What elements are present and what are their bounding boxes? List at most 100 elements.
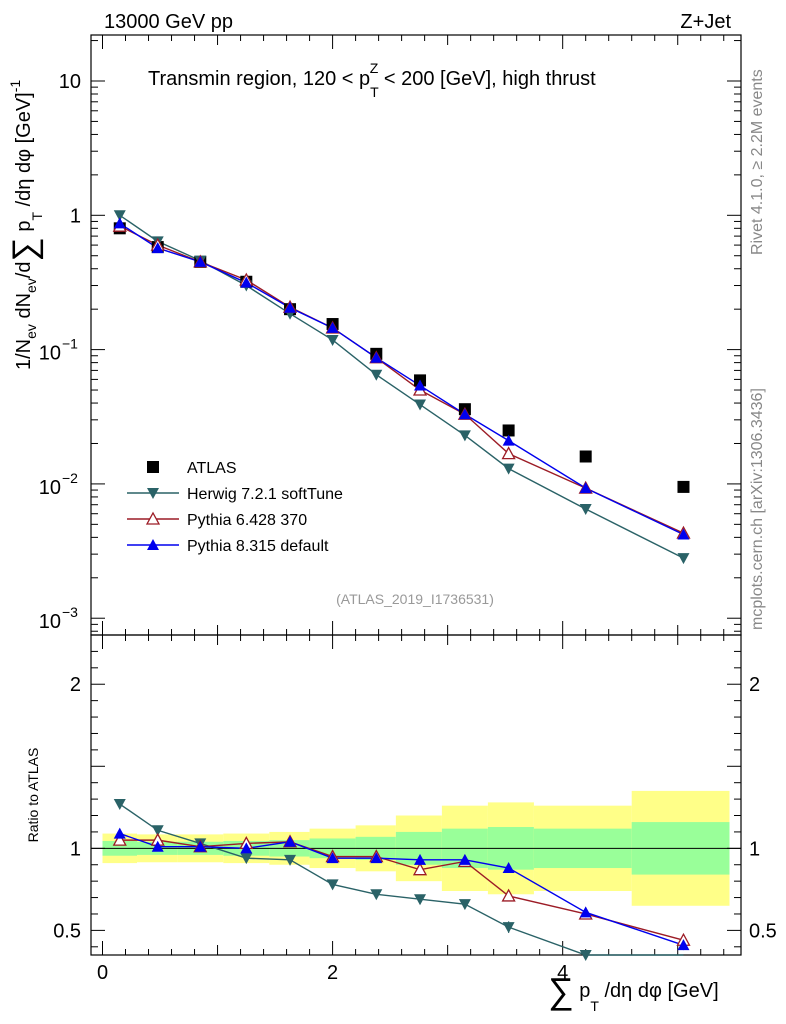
ylabel-e-sup: -1 — [7, 80, 23, 93]
legend-marker-3 — [147, 539, 159, 550]
xlabel-b: /dη dφ [GeV] — [599, 980, 719, 1002]
ratio-point-2-1 — [151, 840, 164, 852]
ratio-point-0-1 — [151, 825, 164, 837]
main-ytick-exp: −2 — [62, 470, 78, 486]
ratio-point-2-10 — [579, 906, 592, 918]
xtick-label: 4 — [557, 962, 568, 984]
ratio-point-2-7 — [414, 853, 427, 865]
x-axis-label: ∑ pT /dη dφ [GeV] — [548, 970, 719, 1014]
ratio-line-2 — [119, 832, 684, 946]
ratio-point-0-7 — [414, 894, 427, 906]
analysis-watermark: (ATLAS_2019_I1736531) — [336, 591, 494, 607]
legend-marker-2 — [145, 511, 161, 525]
main-point-3-4 — [284, 301, 297, 313]
main-point-1-6 — [370, 369, 383, 381]
main-ytick-label: 10 — [39, 477, 61, 499]
ratio-ytick-label: 0.5 — [53, 920, 81, 942]
ratio-line-1 — [119, 839, 684, 941]
ylabel-d: p — [13, 221, 35, 238]
main-point-3-8 — [458, 408, 471, 420]
title-pre: Transmin region, 120 < p — [148, 68, 370, 90]
legend-marker-0 — [147, 461, 159, 473]
ratio-point-1-9 — [501, 888, 516, 902]
ratio-line-0 — [119, 803, 684, 956]
main-point-3-10 — [579, 482, 592, 494]
ratio-ytick-label: 1 — [70, 838, 81, 860]
main-point-0-11 — [677, 480, 690, 493]
main-title: Transmin region, 120 < pTZ < 200 [GeV], … — [148, 60, 596, 100]
xtick-label: 0 — [97, 962, 108, 984]
ratio-point-2-9 — [502, 862, 515, 874]
xlabel-a-sub: T — [590, 998, 599, 1014]
ratio-point-0-3 — [240, 853, 253, 865]
main-point-1-7 — [414, 399, 427, 411]
ratio-series-layer — [112, 799, 691, 961]
legend-marker-1 — [147, 488, 159, 499]
main-point-3-11 — [677, 528, 690, 540]
header-right: Z+Jet — [680, 11, 731, 33]
main-point-1-9 — [502, 463, 515, 475]
mcplots-label: mcplots.cern.ch [arXiv:1306.3436] — [749, 388, 766, 630]
ylabel-c: /d — [13, 261, 35, 278]
main-point-3-5 — [326, 321, 339, 333]
ratio-point-2-2 — [194, 840, 207, 852]
title-post: < 200 [GeV], high thrust — [378, 68, 596, 90]
ylabel-b: dN — [13, 293, 35, 324]
ratio-point-0-9 — [502, 922, 515, 934]
main-point-1-5 — [326, 334, 339, 346]
main-point-1-0 — [113, 210, 126, 222]
main-point-0-10 — [579, 450, 592, 463]
main-ytick-label: 10 — [39, 343, 61, 365]
main-point-2-9 — [501, 446, 516, 460]
ylabel-b-sub: ev — [23, 278, 39, 293]
ratio-point-0-6 — [370, 889, 383, 901]
ratio-point-2-8 — [458, 853, 471, 865]
ratio-ytick-label-right: 1 — [749, 838, 760, 860]
legend-label-3: Pythia 8.315 default — [187, 538, 329, 555]
ylabel-e: /dη dφ [GeV] — [13, 92, 35, 212]
main-ytick-label: 10 — [59, 71, 81, 93]
main-series-layer — [112, 210, 691, 565]
main-point-3-9 — [502, 434, 515, 446]
title-sub: T — [370, 84, 379, 100]
xtick-label: 2 — [327, 962, 338, 984]
xlabel-a: p — [574, 980, 591, 1002]
ratio-frame — [90, 634, 742, 956]
ratio-point-1-0 — [112, 832, 127, 846]
ratio-point-0-10 — [579, 950, 592, 961]
title-sup: Z — [370, 60, 379, 76]
main-point-0-9 — [502, 424, 515, 437]
ylabel-d-sub: T — [29, 212, 45, 221]
main-ytick-label: 1 — [70, 205, 81, 227]
ratio-ytick-label-right: 2 — [749, 674, 760, 696]
legend: ATLAS Herwig 7.2.1 softTune Pythia 6.428 3… — [127, 460, 343, 555]
main-point-1-10 — [579, 504, 592, 516]
main-point-3-7 — [414, 379, 427, 391]
main-ytick-label: 10 — [39, 611, 61, 633]
main-point-1-11 — [677, 553, 690, 565]
main-line-3 — [119, 222, 684, 536]
ratio-point-2-4 — [284, 835, 297, 847]
main-point-3-3 — [240, 276, 253, 288]
ratio-ytick-label: 2 — [70, 674, 81, 696]
ratio-point-2-3 — [240, 842, 253, 854]
ratio-point-0-4 — [284, 854, 297, 866]
rivet-label: Rivet 4.1.0, ≥ 2.2M events — [749, 69, 766, 255]
xlabel-sum: ∑ — [548, 970, 574, 1011]
legend-label-1: Herwig 7.2.1 softTune — [187, 486, 343, 503]
main-point-3-0 — [113, 217, 126, 229]
main-point-3-6 — [370, 351, 383, 363]
main-line-1 — [119, 214, 684, 559]
ylabel-sum: ∑ — [6, 237, 44, 261]
ratio-point-2-6 — [370, 852, 383, 864]
ratio-point-2-5 — [326, 852, 339, 864]
ratio-point-2-11 — [677, 939, 690, 951]
ratio-ylabel: Ratio to ATLAS — [25, 748, 41, 843]
legend-label-0: ATLAS — [187, 460, 237, 477]
ratio-point-0-5 — [326, 879, 339, 891]
ylabel-a: 1/N — [13, 339, 35, 370]
main-point-1-8 — [458, 430, 471, 442]
ratio-point-0-8 — [458, 899, 471, 911]
